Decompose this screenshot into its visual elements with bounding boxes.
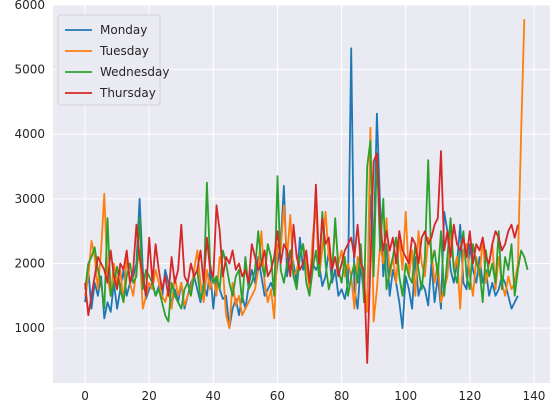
legend-label-monday: Monday (100, 23, 147, 37)
gridlines (53, 4, 550, 383)
y-tick-label: 2000 (14, 256, 45, 270)
y-axis-tick-labels: 1000 2000 3000 4000 5000 6000 (14, 0, 45, 335)
x-tick-label: 40 (206, 389, 221, 403)
x-tick-label: 100 (394, 389, 417, 403)
series-lines (84, 19, 529, 364)
y-tick-label: 6000 (14, 0, 45, 12)
legend-label-tuesday: Tuesday (99, 44, 149, 58)
legend: Monday Tuesday Wednesday Thursday (57, 14, 169, 106)
y-tick-label: 1000 (14, 321, 45, 335)
legend-label-wednesday: Wednesday (100, 65, 169, 79)
legend-label-thursday: Thursday (99, 86, 156, 100)
series-line-wednesday (84, 139, 529, 323)
x-tick-label: 120 (458, 389, 481, 403)
x-tick-label: 80 (334, 389, 349, 403)
x-tick-label: 140 (523, 389, 546, 403)
y-tick-label: 3000 (14, 192, 45, 206)
x-tick-label: 0 (81, 389, 89, 403)
y-tick-label: 5000 (14, 63, 45, 77)
x-axis-tick-labels: 0 20 40 60 80 100 120 140 (81, 389, 545, 403)
legend-box (57, 14, 161, 106)
series-line-thursday (84, 150, 519, 364)
x-tick-label: 20 (142, 389, 157, 403)
x-tick-label: 60 (270, 389, 285, 403)
y-tick-label: 4000 (14, 127, 45, 141)
